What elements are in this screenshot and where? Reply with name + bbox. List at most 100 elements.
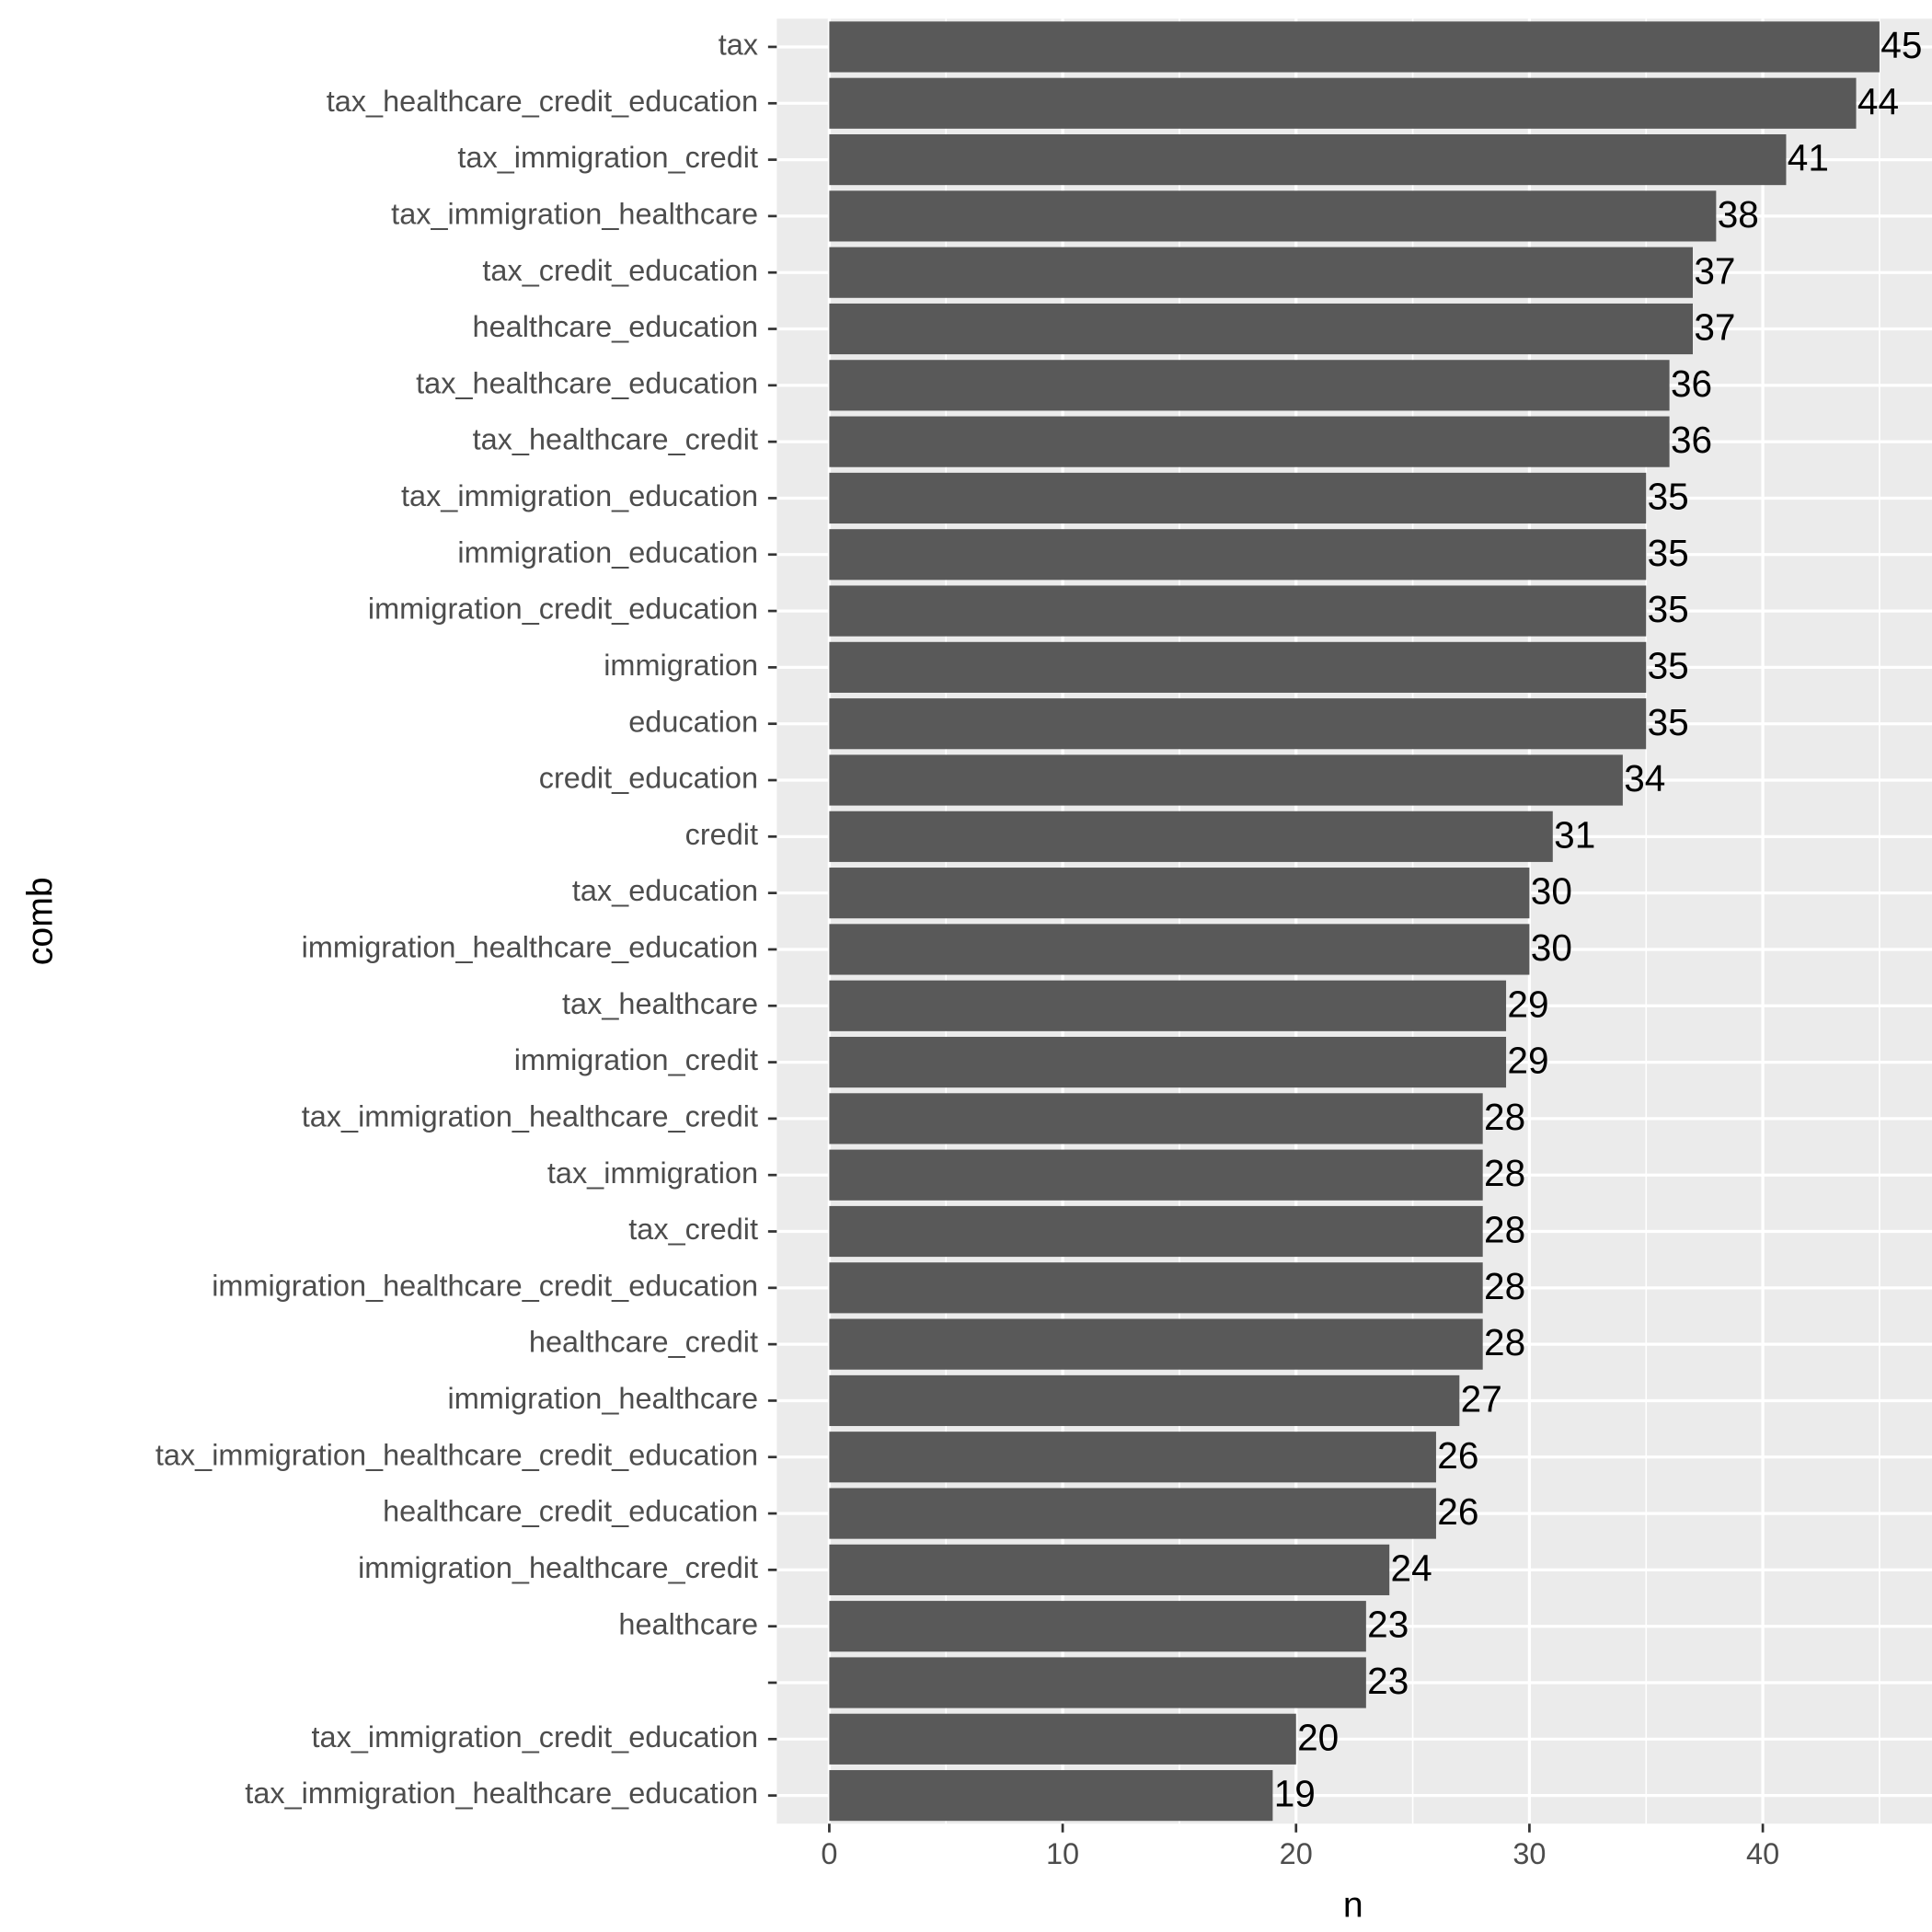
bar	[829, 1488, 1436, 1539]
value-label: 41	[1788, 137, 1829, 179]
bar	[829, 1601, 1366, 1652]
y-tick-label: tax_healthcare_credit	[473, 423, 758, 456]
y-tick-label: healthcare_credit	[529, 1326, 758, 1359]
value-label: 35	[1648, 532, 1689, 574]
bar	[829, 980, 1507, 1031]
y-tick-label: tax_healthcare_education	[416, 366, 758, 399]
bar	[829, 21, 1880, 73]
y-tick-label: tax_credit_education	[482, 254, 758, 287]
bar	[829, 1713, 1296, 1765]
y-tick-label: tax_immigration_healthcare_credit_educat…	[155, 1438, 758, 1471]
value-label: 35	[1648, 588, 1689, 630]
y-tick-label: credit_education	[539, 762, 758, 795]
y-tick-label: healthcare_credit_education	[383, 1495, 758, 1528]
y-tick-label: healthcare_education	[473, 310, 758, 343]
bar	[829, 1149, 1483, 1201]
bar	[829, 1093, 1483, 1144]
value-label: 19	[1274, 1773, 1316, 1815]
bar	[829, 924, 1530, 975]
y-tick-label: tax_immigration_credit	[457, 141, 758, 174]
value-label: 23	[1367, 1660, 1409, 1702]
bar	[829, 1262, 1483, 1314]
value-label: 44	[1857, 80, 1899, 122]
value-label: 28	[1484, 1152, 1525, 1194]
bar	[829, 472, 1647, 524]
bar	[829, 754, 1623, 806]
value-label: 24	[1391, 1547, 1432, 1589]
bar	[829, 811, 1553, 862]
y-tick-label: immigration_credit_education	[368, 592, 758, 626]
value-label: 36	[1671, 362, 1712, 405]
y-tick-label: immigration_credit	[514, 1043, 758, 1076]
y-tick-label: immigration_healthcare_education	[302, 931, 758, 964]
bar	[829, 1432, 1436, 1483]
x-axis-title: n	[1343, 1884, 1363, 1925]
y-tick-label: tax_healthcare_credit_education	[327, 85, 758, 118]
value-label: 37	[1694, 306, 1735, 349]
bar	[829, 133, 1787, 186]
value-label: 28	[1484, 1265, 1525, 1307]
y-tick-label: tax_immigration_healthcare	[391, 197, 758, 230]
bar	[829, 1205, 1483, 1258]
value-label: 35	[1648, 644, 1689, 686]
x-tick-label: 20	[1280, 1837, 1313, 1870]
x-tick-label: 30	[1512, 1837, 1546, 1870]
bar	[829, 1036, 1507, 1088]
bar	[829, 1374, 1460, 1427]
value-label: 36	[1671, 419, 1712, 461]
bar	[829, 1657, 1366, 1708]
x-tick-label: 0	[821, 1837, 837, 1870]
bar	[829, 416, 1670, 467]
y-tick-label: immigration_healthcare	[448, 1382, 758, 1415]
y-axis-title: comb	[19, 877, 60, 965]
bar	[829, 585, 1647, 637]
y-tick-label: tax_immigration_credit_education	[312, 1720, 758, 1754]
bar	[829, 360, 1670, 411]
value-label: 31	[1554, 813, 1595, 856]
value-label: 28	[1484, 1209, 1525, 1251]
bar	[829, 77, 1857, 129]
bar	[829, 1770, 1273, 1822]
y-tick-label: healthcare	[618, 1607, 758, 1640]
value-label: 37	[1694, 249, 1735, 292]
value-label: 45	[1880, 24, 1922, 66]
value-label: 38	[1718, 193, 1759, 236]
y-tick-label: tax_immigration_education	[401, 479, 758, 512]
y-tick-label: immigration	[604, 649, 758, 682]
y-tick-label: tax_credit	[628, 1213, 758, 1246]
bar	[829, 529, 1647, 581]
value-label: 34	[1624, 757, 1665, 799]
value-label: 29	[1507, 1040, 1548, 1082]
bar	[829, 698, 1647, 750]
value-label: 26	[1437, 1434, 1478, 1477]
value-label: 30	[1531, 870, 1572, 913]
bar	[829, 868, 1530, 919]
bar	[829, 247, 1693, 298]
value-label: 35	[1648, 476, 1689, 518]
bar	[829, 641, 1647, 693]
bar	[829, 1318, 1483, 1370]
value-label: 30	[1531, 926, 1572, 969]
y-tick-label: credit	[685, 818, 758, 851]
y-tick-label: tax_immigration_healthcare_credit	[302, 1099, 758, 1133]
value-label: 29	[1507, 983, 1548, 1025]
y-tick-label: immigration_education	[457, 535, 758, 569]
value-label: 27	[1461, 1378, 1502, 1420]
y-tick-label: education	[628, 705, 758, 738]
y-tick-label: immigration_healthcare_credit	[358, 1551, 758, 1584]
y-tick-label: tax	[719, 29, 758, 62]
value-label: 23	[1367, 1604, 1409, 1646]
y-tick-label: tax_immigration_healthcare_education	[245, 1777, 758, 1810]
y-tick-label: immigration_healthcare_credit_education	[212, 1269, 758, 1302]
value-label: 26	[1437, 1490, 1478, 1533]
value-label: 28	[1484, 1321, 1525, 1363]
x-tick-label: 10	[1046, 1837, 1079, 1870]
value-label: 35	[1648, 701, 1689, 743]
bar	[829, 1544, 1390, 1595]
value-label: 28	[1484, 1096, 1525, 1138]
bar	[829, 190, 1717, 242]
y-tick-label: tax_education	[572, 874, 758, 907]
bar	[829, 303, 1693, 355]
y-tick-label: tax_healthcare	[562, 987, 758, 1020]
